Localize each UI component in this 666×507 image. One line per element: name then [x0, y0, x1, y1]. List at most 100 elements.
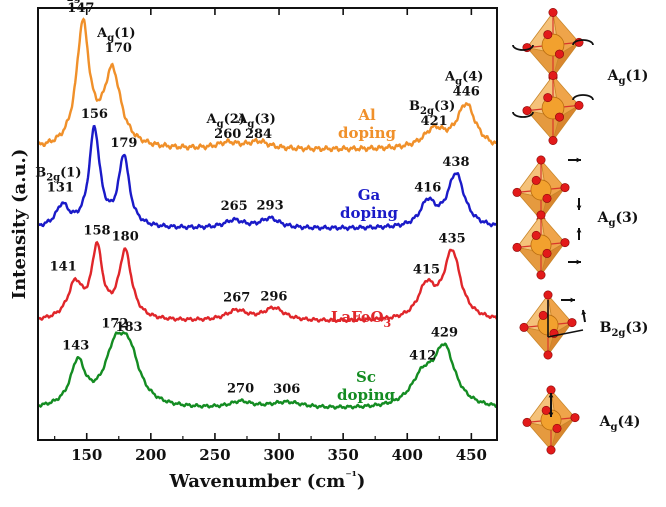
oxygen-atom-icon — [522, 106, 532, 116]
peak-mode-label: B2g(1) — [35, 166, 81, 184]
series-line-0 — [36, 17, 498, 153]
plot-frame — [37, 7, 498, 441]
oxygen-atom-icon — [548, 8, 558, 17]
peak-mode-label: Ag(3) — [236, 112, 275, 130]
displacement-arrow-icon — [561, 297, 575, 303]
oxygen-atom-icon — [543, 290, 553, 300]
x-tick-label: 350 — [327, 446, 358, 464]
oxygen-atom-icon — [560, 238, 570, 248]
peak-mode-label: Ag(2) — [206, 112, 245, 130]
oxygen-atom-icon — [536, 270, 546, 280]
oxygen-atom-icon — [548, 71, 558, 81]
series-line-1 — [37, 124, 498, 232]
x-tick-label: 300 — [263, 446, 294, 464]
series-name-label: LaFeO3 — [331, 308, 391, 330]
displacement-arrow-icon — [576, 198, 582, 210]
oxygen-atom-icon — [542, 193, 552, 203]
peak-value-label: 293 — [256, 198, 283, 213]
x-tick-label: 450 — [456, 446, 487, 464]
peak-value-label: 416 — [414, 181, 441, 196]
oxygen-atom-icon — [522, 417, 532, 427]
rotation-arrow-icon — [572, 94, 594, 101]
peak-mode-label: B2g(3) — [409, 99, 455, 117]
oxygen-atom-icon — [560, 183, 570, 193]
series-name-label: Ga — [358, 186, 381, 204]
mode-illustrations: Ag(1) Ag(3) B2g(3) Ag(4) — [512, 8, 649, 455]
series-name-label: doping — [338, 124, 397, 142]
oxygen-atom-icon — [546, 445, 556, 455]
peak-value-label: 429 — [431, 325, 458, 340]
peak-value-label: 435 — [439, 232, 466, 247]
y-axis-label: Intensity (a.u.) — [9, 149, 30, 300]
oxygen-atom-icon — [519, 322, 529, 332]
peak-value-label: 270 — [227, 382, 254, 397]
peak-value-label: 172 — [101, 317, 128, 332]
peak-value-label: 131 — [47, 181, 74, 196]
mode-illustration-label: Ag(3) — [597, 210, 639, 229]
peak-value-label: 284 — [245, 127, 272, 142]
peak-value-label: 156 — [81, 107, 108, 122]
peak-value-label: 158 — [83, 223, 110, 238]
octahedron-icon — [512, 210, 570, 280]
peak-mode-label: Ag(4) — [444, 69, 483, 87]
peak-value-label: 415 — [413, 262, 440, 277]
octahedron-icon — [522, 8, 584, 83]
x-tick-label: 150 — [71, 446, 102, 464]
peak-value-label: 438 — [442, 155, 469, 170]
peak-value-label: 296 — [260, 289, 287, 304]
mode-illustration-label: B2g(3) — [600, 320, 649, 339]
displacement-arrow-icon — [568, 157, 581, 163]
peak-mode-label: Ag(1) — [96, 26, 135, 44]
oxygen-atom-icon — [554, 112, 564, 122]
peak-value-label: 170 — [105, 41, 132, 56]
rotation-arrow-icon — [572, 39, 594, 46]
oxygen-atom-icon — [538, 310, 548, 320]
series-name-label: doping — [340, 204, 399, 222]
oxygen-atom-icon — [552, 423, 562, 433]
peak-value-label: 143 — [62, 338, 89, 353]
oxygen-atom-icon — [531, 175, 541, 185]
peak-value-label: 141 — [50, 259, 77, 274]
oxygen-atom-icon — [512, 187, 522, 197]
rotation-arrow-icon — [512, 111, 534, 118]
oxygen-atom-icon — [574, 100, 584, 110]
x-tick-label: 400 — [392, 446, 423, 464]
mode-illustration-label: Ag(1) — [607, 68, 649, 87]
oxygen-atom-icon — [536, 210, 546, 220]
oxygen-atom-icon — [543, 93, 553, 103]
displacement-arrow-icon — [548, 405, 554, 417]
oxygen-atom-icon — [536, 155, 546, 165]
peak-value-label: 180 — [112, 230, 139, 245]
oxygen-atom-icon — [542, 248, 552, 258]
oxygen-atom-icon — [548, 136, 558, 146]
oxygen-atom-icon — [543, 350, 553, 360]
oxygen-atom-icon — [567, 318, 577, 328]
series-name-label: doping — [337, 386, 396, 404]
x-tick-label: 250 — [199, 446, 230, 464]
oxygen-atom-icon — [570, 413, 580, 423]
peak-mode-label: B2g(2) — [56, 0, 102, 4]
peak-value-label: 306 — [273, 382, 300, 397]
oxygen-atom-icon — [554, 49, 564, 59]
rotation-arrow-icon — [512, 44, 534, 51]
peak-value-label: 179 — [110, 136, 137, 151]
peak-value-label: 421 — [421, 114, 448, 129]
plot-area: 147B2g(2)170Ag(1)260Ag(2)284Ag(3)421B2g(… — [35, 0, 499, 410]
octahedron-icon — [512, 155, 570, 225]
peak-value-label: 265 — [221, 199, 248, 214]
displacement-arrow-icon — [568, 259, 581, 265]
axes: 150 200 250 300 350 400 450 Wavenumber (cm⁻¹) In… — [9, 7, 498, 492]
series-line-3 — [37, 331, 498, 410]
oxygen-atom-icon — [512, 242, 522, 252]
displacement-arrow-icon — [576, 228, 582, 240]
oxygen-atom-icon — [546, 385, 556, 395]
octahedron-icon — [522, 385, 580, 455]
mode-illustration-label: Ag(4) — [599, 414, 641, 433]
oxygen-atom-icon — [531, 230, 541, 240]
peak-value-label: 267 — [223, 291, 250, 306]
peak-value-label: 446 — [453, 84, 480, 99]
x-axis-label: Wavenumber (cm⁻¹) — [169, 469, 366, 492]
displacement-arrow-icon — [548, 393, 554, 405]
oxygen-atom-icon — [543, 30, 553, 40]
